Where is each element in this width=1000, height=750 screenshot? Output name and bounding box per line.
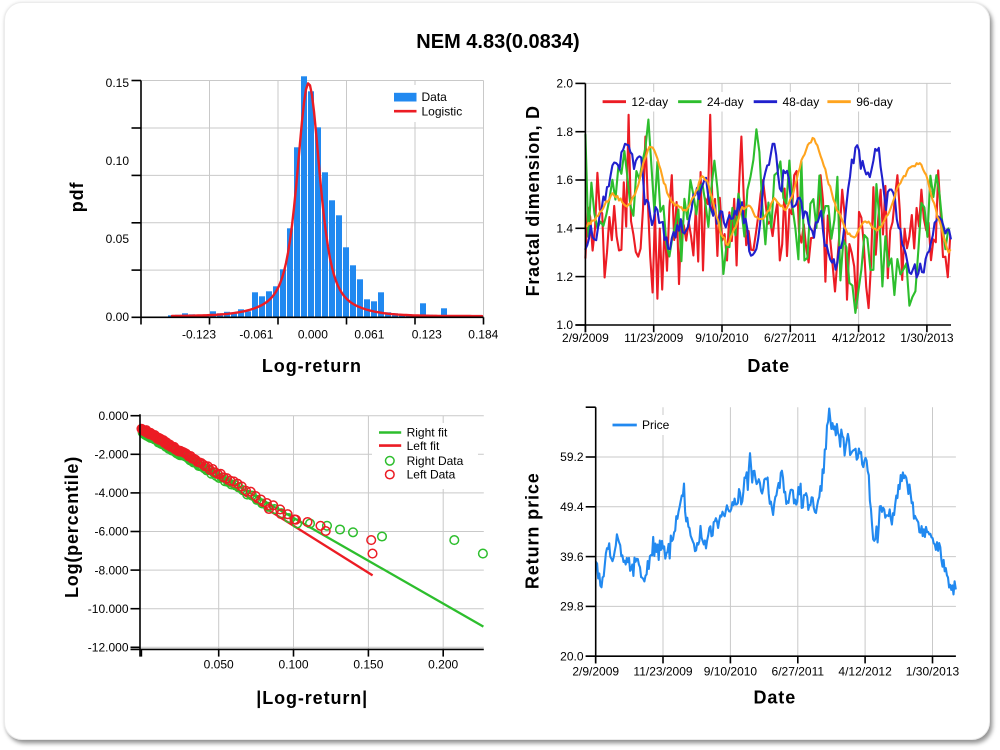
svg-text:1/30/2013: 1/30/2013 xyxy=(900,331,954,345)
svg-text:2/9/2009: 2/9/2009 xyxy=(562,331,609,345)
svg-text:0.100: 0.100 xyxy=(278,658,308,672)
svg-text:Return price: Return price xyxy=(523,472,543,589)
svg-text:Logistic: Logistic xyxy=(422,104,463,118)
svg-text:1.2: 1.2 xyxy=(556,270,573,284)
svg-text:Log(percentile): Log(percentile) xyxy=(62,456,82,598)
svg-text:0.123: 0.123 xyxy=(412,328,442,342)
svg-text:4/12/2012: 4/12/2012 xyxy=(838,665,892,679)
svg-text:Data: Data xyxy=(422,90,448,104)
svg-text:|Log-return|: |Log-return| xyxy=(256,688,368,708)
svg-text:9/10/2010: 9/10/2010 xyxy=(695,331,749,345)
svg-text:Price: Price xyxy=(642,418,670,432)
svg-text:Left fit: Left fit xyxy=(407,439,440,453)
svg-text:Date: Date xyxy=(753,687,796,707)
svg-text:1.0: 1.0 xyxy=(556,318,573,332)
svg-text:0.10: 0.10 xyxy=(106,154,130,168)
svg-text:1.6: 1.6 xyxy=(556,173,573,187)
svg-text:96-day: 96-day xyxy=(856,95,893,109)
svg-text:2.0: 2.0 xyxy=(556,77,573,91)
svg-text:1.8: 1.8 xyxy=(556,125,573,139)
svg-text:NEM 4.83(0.0834): NEM 4.83(0.0834) xyxy=(416,31,579,53)
svg-text:pdf: pdf xyxy=(67,181,87,212)
svg-text:-8.000: -8.000 xyxy=(94,563,128,577)
svg-text:0.00: 0.00 xyxy=(106,310,130,324)
svg-text:Right Data: Right Data xyxy=(407,454,464,468)
svg-text:24-day: 24-day xyxy=(707,95,744,109)
svg-text:-4.000: -4.000 xyxy=(94,486,128,500)
svg-text:Fractal dimension, D: Fractal dimension, D xyxy=(523,105,543,296)
svg-text:Date: Date xyxy=(747,356,790,376)
svg-text:1/30/2013: 1/30/2013 xyxy=(906,665,960,679)
svg-text:49.4: 49.4 xyxy=(560,500,584,514)
svg-text:39.6: 39.6 xyxy=(560,550,584,564)
svg-text:59.2: 59.2 xyxy=(560,450,584,464)
svg-text:-10.000: -10.000 xyxy=(88,602,129,616)
svg-text:2/9/2009: 2/9/2009 xyxy=(572,665,619,679)
svg-text:-0.061: -0.061 xyxy=(239,328,273,342)
svg-text:11/23/2009: 11/23/2009 xyxy=(633,665,692,679)
svg-text:6/27/2011: 6/27/2011 xyxy=(772,665,825,679)
svg-text:0.061: 0.061 xyxy=(354,328,384,342)
svg-text:-6.000: -6.000 xyxy=(94,525,128,539)
svg-text:11/23/2009: 11/23/2009 xyxy=(624,331,683,345)
svg-text:0.000: 0.000 xyxy=(298,328,328,342)
svg-text:0.000: 0.000 xyxy=(98,409,128,423)
svg-text:29.8: 29.8 xyxy=(560,600,584,614)
svg-text:12-day: 12-day xyxy=(631,95,668,109)
svg-text:Right fit: Right fit xyxy=(407,426,448,440)
svg-text:0.15: 0.15 xyxy=(106,76,130,90)
svg-text:-2.000: -2.000 xyxy=(94,448,128,462)
svg-text:0.184: 0.184 xyxy=(468,328,498,342)
svg-text:Log-return: Log-return xyxy=(262,356,362,376)
svg-text:0.05: 0.05 xyxy=(106,232,130,246)
svg-text:0.200: 0.200 xyxy=(428,658,458,672)
svg-text:20.0: 20.0 xyxy=(560,649,584,663)
svg-text:4/12/2012: 4/12/2012 xyxy=(832,331,886,345)
svg-text:1.4: 1.4 xyxy=(556,222,573,236)
svg-text:0.050: 0.050 xyxy=(204,658,234,672)
svg-text:6/27/2011: 6/27/2011 xyxy=(764,331,817,345)
svg-text:9/10/2010: 9/10/2010 xyxy=(704,665,758,679)
svg-text:-12.000: -12.000 xyxy=(88,641,129,655)
svg-text:0.150: 0.150 xyxy=(353,658,383,672)
svg-text:48-day: 48-day xyxy=(783,95,820,109)
svg-text:Left Data: Left Data xyxy=(407,468,456,482)
svg-text:-0.123: -0.123 xyxy=(182,328,216,342)
